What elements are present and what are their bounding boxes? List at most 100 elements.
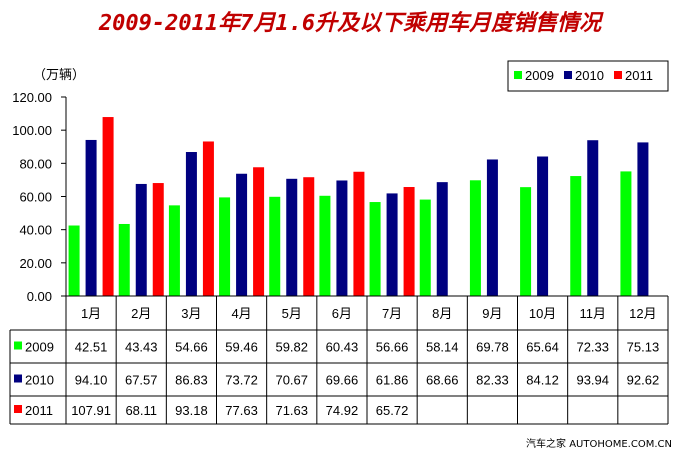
table-cell-value: 82.33 xyxy=(476,373,509,388)
y-tick-label: 0.00 xyxy=(27,289,52,304)
table-cell-value: 59.46 xyxy=(225,340,258,355)
bar-2010 xyxy=(537,156,549,296)
table-cell-value: 61.86 xyxy=(376,373,409,388)
table-cell-value: 65.64 xyxy=(526,340,559,355)
table-cell-value: 69.78 xyxy=(476,340,509,355)
y-tick-label: 120.00 xyxy=(12,90,52,105)
table-series-name: 2009 xyxy=(25,340,54,355)
table-cell-value: 54.66 xyxy=(175,340,208,355)
bars xyxy=(68,117,649,296)
bar-2009 xyxy=(369,202,381,296)
legend-label: 2011 xyxy=(625,68,653,83)
y-axis-unit-label: （万辆） xyxy=(33,68,85,83)
bar-2010 xyxy=(286,178,298,296)
table-cell-value: 43.43 xyxy=(125,340,158,355)
y-tick-label: 60.00 xyxy=(19,190,52,205)
bar-2010 xyxy=(85,139,97,296)
bar-2011 xyxy=(152,183,164,296)
category-label: 1月 xyxy=(81,306,101,321)
category-label: 5月 xyxy=(282,306,302,321)
table-cell-value: 59.82 xyxy=(275,340,308,355)
table-cell-value: 84.12 xyxy=(526,373,559,388)
bar-2010 xyxy=(135,183,147,296)
bar-2011 xyxy=(353,171,365,296)
bar-2010 xyxy=(185,152,197,296)
table-cell-value: 94.10 xyxy=(75,373,108,388)
table-cell-value: 68.11 xyxy=(125,403,157,418)
table-series-name: 2011 xyxy=(25,403,53,418)
category-label: 2月 xyxy=(131,306,151,321)
category-label: 10月 xyxy=(529,306,556,321)
table-legend-swatch xyxy=(14,341,22,350)
table-cell-value: 92.62 xyxy=(627,373,660,388)
legend-label: 2010 xyxy=(575,68,604,83)
category-label: 7月 xyxy=(382,306,402,321)
table-legend-swatch xyxy=(14,405,22,413)
bar-2009 xyxy=(469,180,481,296)
y-tick-label: 100.00 xyxy=(12,123,52,138)
y-axis: 0.00 20.00 40.00 60.00 80.00 100.00 120.00 xyxy=(12,90,67,304)
bar-2011 xyxy=(403,187,415,296)
table-cell-value: 65.72 xyxy=(376,403,409,418)
legend-swatch xyxy=(514,71,522,79)
table-cell-value: 107.91 xyxy=(71,403,111,418)
bar-2009 xyxy=(269,196,281,296)
category-label: 9月 xyxy=(482,306,502,321)
category-label: 4月 xyxy=(231,306,251,321)
table-cell-value: 70.67 xyxy=(275,373,308,388)
bar-2009 xyxy=(168,205,180,296)
legend-swatch xyxy=(614,71,622,79)
chart-title: 2009-2011年7月1.6升及以下乘用车月度销售情况 xyxy=(98,10,604,36)
table-cell-value: 71.63 xyxy=(275,403,308,418)
y-tick-label: 20.00 xyxy=(19,256,52,271)
table-cell-value: 58.14 xyxy=(426,340,459,355)
table-cell-value: 69.66 xyxy=(326,373,359,388)
bar-2011 xyxy=(202,141,214,296)
bar-2010 xyxy=(587,140,599,296)
category-label: 11月 xyxy=(580,306,607,321)
table-cell-value: 86.83 xyxy=(175,373,208,388)
bar-2010 xyxy=(336,180,348,296)
legend-swatch xyxy=(564,71,572,79)
legend: 2009 2010 2011 xyxy=(507,60,669,92)
category-label: 3月 xyxy=(181,306,201,321)
bar-2009 xyxy=(570,176,582,296)
bar-2010 xyxy=(436,182,448,296)
bar-2011 xyxy=(253,167,265,296)
category-label: 8月 xyxy=(432,306,452,321)
bar-2009 xyxy=(620,171,632,296)
bar-2009 xyxy=(319,195,331,296)
y-tick-label: 80.00 xyxy=(19,156,52,171)
table-cell-value: 67.57 xyxy=(125,373,158,388)
table-cell-value: 73.72 xyxy=(225,373,258,388)
bar-2009 xyxy=(68,225,80,296)
category-label: 6月 xyxy=(332,306,352,321)
table-cell-value: 74.92 xyxy=(326,403,359,418)
category-label: 12月 xyxy=(629,306,656,321)
table-cell-value: 93.94 xyxy=(576,373,609,388)
table-cell-value: 60.43 xyxy=(326,340,359,355)
table-cell-value: 42.51 xyxy=(75,340,108,355)
table-legend-swatch xyxy=(14,374,22,383)
bar-2009 xyxy=(520,187,532,296)
bar-2010 xyxy=(236,173,248,296)
y-tick-label: 40.00 xyxy=(19,223,52,238)
table-series-name: 2010 xyxy=(25,373,54,388)
table-cell-value: 56.66 xyxy=(376,340,409,355)
bar-2009 xyxy=(219,197,231,296)
bar-2010 xyxy=(486,159,498,296)
table-cell-value: 93.18 xyxy=(175,403,208,418)
legend-label: 2009 xyxy=(525,68,554,83)
bar-2011 xyxy=(102,117,114,296)
table-cell-value: 72.33 xyxy=(576,340,609,355)
table-cell-value: 68.66 xyxy=(426,373,459,388)
bar-2010 xyxy=(386,193,398,296)
table-cell-value: 75.13 xyxy=(627,340,660,355)
source-label: 汽车之家 AUTOHOME.COM.CN xyxy=(526,437,672,450)
bar-2009 xyxy=(419,199,431,296)
bar-2011 xyxy=(303,177,315,296)
table-cell-value: 77.63 xyxy=(225,403,258,418)
data-table: 1月 2月 3月 4月 5月 6月 7月 8月 9月 10月 11月 12月 2009 42.51 43.4… xyxy=(9,295,669,425)
